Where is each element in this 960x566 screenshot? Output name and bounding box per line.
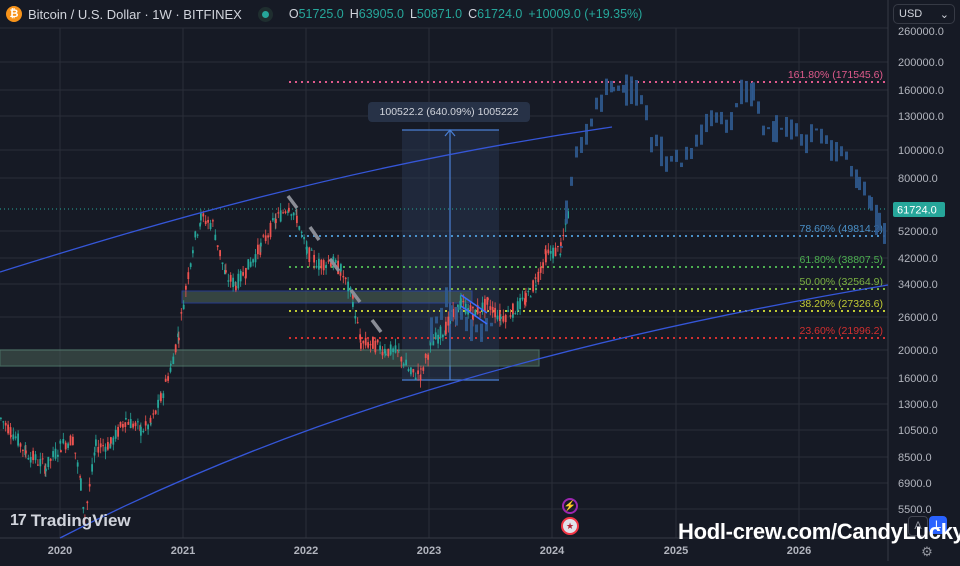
- high-value: 63905.0: [358, 7, 404, 21]
- time-axis[interactable]: 2020 2021 2022 2023 2024 2025 2026: [48, 545, 811, 557]
- measure-label: 100522.2 (640.09%) 1005222: [368, 102, 530, 122]
- change-value: +10009.0 (+19.35%): [528, 7, 643, 21]
- price-tick-label: 6900.0: [898, 478, 932, 490]
- support-zone[interactable]: [0, 349, 540, 367]
- time-tick-label: 2020: [48, 545, 72, 557]
- price-axis[interactable]: 260000.0 200000.0 160000.0 130000.0 100000.0…: [898, 26, 944, 516]
- svg-text:61.80% (38807.5): 61.80% (38807.5): [800, 254, 883, 266]
- bitcoin-icon: ₿: [6, 6, 22, 22]
- us-flag-event-icon[interactable]: ★: [561, 517, 579, 535]
- currency-select[interactable]: USD ⌄: [893, 4, 955, 24]
- svg-text:50.00% (32564.9): 50.00% (32564.9): [800, 276, 883, 288]
- svg-text:38.20% (27326.6): 38.20% (27326.6): [800, 298, 883, 310]
- flash-event-icon[interactable]: ⚡: [562, 498, 578, 514]
- symbol-title[interactable]: Bitcoin / U.S. Dollar · 1W · BITFINEX: [28, 6, 242, 22]
- price-tick-label: 34000.0: [898, 279, 938, 291]
- price-tick-label: 200000.0: [898, 57, 944, 69]
- symbol-header: ₿ Bitcoin / U.S. Dollar · 1W · BITFINEX …: [0, 0, 642, 28]
- price-tick-label: 160000.0: [898, 85, 944, 97]
- price-tick-label: 80000.0: [898, 173, 938, 185]
- chevron-down-icon: ⌄: [939, 8, 949, 21]
- fibonacci-levels[interactable]: [289, 81, 888, 339]
- lower-channel-line[interactable]: [59, 284, 889, 539]
- price-tick-label: 52000.0: [898, 226, 938, 238]
- price-tick-label: 42000.0: [898, 253, 938, 265]
- ohlc-values: O51725.0 H63905.0 L50871.0 C61724.0 +100…: [288, 7, 643, 21]
- upper-channel-line[interactable]: [0, 126, 613, 273]
- time-tick-label: 2025: [664, 545, 688, 557]
- open-value: 51725.0: [298, 7, 344, 21]
- settings-gear-icon[interactable]: ⚙: [921, 544, 933, 559]
- price-tick-label: 100000.0: [898, 145, 944, 157]
- price-tick-label: 10500.0: [898, 425, 938, 437]
- price-tick-label: 130000.0: [898, 111, 944, 123]
- candlestick-series[interactable]: [0, 202, 569, 527]
- time-tick-label: 2022: [294, 545, 318, 557]
- svg-text:23.60% (21996.2): 23.60% (21996.2): [800, 325, 883, 337]
- svg-text:61724.0: 61724.0: [897, 205, 937, 217]
- log-scale-button[interactable]: L: [929, 516, 947, 534]
- price-tick-label: 16000.0: [898, 373, 938, 385]
- time-tick-label: 2024: [540, 545, 565, 557]
- price-tick-label: 13000.0: [898, 399, 938, 411]
- price-tick-label: 20000.0: [898, 345, 938, 357]
- close-value: 61724.0: [477, 7, 523, 21]
- time-tick-label: 2023: [417, 545, 441, 557]
- last-price-tag: [893, 202, 945, 217]
- market-status-icon: [261, 10, 269, 18]
- fibonacci-labels: 161.80% (171545.6) 78.60% (49814.2) 61.8…: [788, 69, 883, 337]
- auto-scale-button[interactable]: A: [908, 516, 928, 536]
- tradingview-mark-icon: 17: [10, 512, 27, 529]
- resistance-zone[interactable]: [181, 290, 473, 304]
- watermark-text: Hodl-crew.com/CandyLucky: [678, 519, 960, 544]
- low-value: 50871.0: [416, 7, 463, 21]
- price-tick-label: 5500.0: [898, 504, 932, 516]
- tradingview-logo[interactable]: 17 TradingView: [10, 511, 131, 530]
- svg-text:161.80% (171545.6): 161.80% (171545.6): [788, 69, 883, 81]
- price-tick-label: 8500.0: [898, 452, 932, 464]
- price-tick-label: 26000.0: [898, 312, 938, 324]
- downtrend-dashes[interactable]: [286, 194, 383, 334]
- projection-bars[interactable]: [430, 74, 886, 343]
- time-tick-label: 2026: [787, 545, 811, 557]
- price-tick-label: 260000.0: [898, 26, 944, 38]
- svg-text:78.60% (49814.2): 78.60% (49814.2): [800, 223, 883, 235]
- time-tick-label: 2021: [171, 545, 195, 557]
- bull-flag-channel[interactable]: [460, 294, 488, 325]
